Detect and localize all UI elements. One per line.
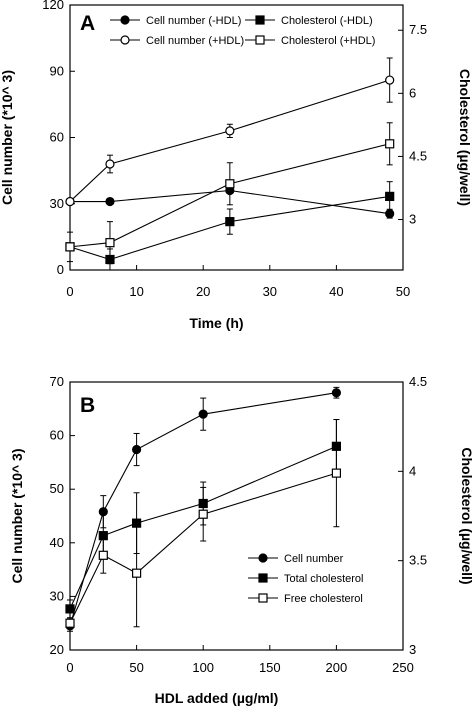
series-cell-number-hdl-point [65,196,75,207]
x-tick-label: 10 [129,284,143,299]
x-tick-label: 30 [263,284,277,299]
y-left-tick-label: 70 [50,374,64,389]
panel-b-chart: 0 50 100 150 200 250 20 30 40 50 60 70 3 3.5 4 4.5 HDL a… [9,374,474,706]
x-tick-label: 200 [326,660,348,675]
y-left-axis-title: Cell number (*10^ 3) [9,449,25,584]
legend-item-total-cholesterol-label: Total cholesterol [284,573,364,585]
y-right-axis-title: Cholesterol (µg/well) [459,447,474,584]
legend-item-cell-number-hdl-label: Cell number (-HDL) [146,15,241,27]
legend-item-cell-number-hdl-label: Cell number (+HDL) [146,35,244,47]
series-cell-number-hdl-line [69,79,390,202]
series-cholesterol-hdl-point [385,191,395,201]
legend-item-cell-number-hdl-marker [120,15,130,25]
y-right-tick-label: 3 [409,642,416,657]
x-tick-label: 20 [196,284,210,299]
panel-a-chart: 0 10 20 30 40 50 0 30 60 90 120 3 4.5 6 7.5 Time (h) Cel… [0,0,473,331]
series-cell-number-hdl-point [385,75,395,85]
x-tick-label: 150 [259,660,281,675]
series-cell-number-hdl-point [105,159,115,169]
series-cholesterol-hdl-point [385,139,395,149]
x-tick-label: 100 [192,660,214,675]
y-right-tick-label: 4.5 [409,374,427,389]
series-cholesterol-hdl-line [69,143,390,248]
plot-frame [69,381,404,651]
legend: Cell number (-HDL) Cell number (+HDL) Chol… [110,15,375,47]
legend-item-cell-number-marker [258,553,268,563]
series-free-cholesterol-point [331,468,341,478]
y-right-tick-label: 7.5 [409,22,427,37]
y-left-tick-label: 90 [50,63,64,78]
y-left-axis-title: Cell number (*10^ 3) [0,70,15,205]
y-left-tick-label: 0 [57,262,64,277]
series-cell-number-point [132,444,142,455]
series-cholesterol-hdl-point [105,238,115,248]
y-left-tick-label: 120 [42,0,64,12]
series-free-cholesterol-point [198,509,208,519]
legend-item-free-cholesterol-marker [258,593,268,603]
y-left-tick-label: 60 [50,428,64,443]
series-cholesterol-hdl-point [65,242,75,252]
y-left-tick-label: 30 [50,588,64,603]
y-right-axis-title: Cholesterol (µg/well) [457,69,473,206]
x-tick-label: 50 [396,284,410,299]
x-tick-label: 0 [66,284,73,299]
legend-item-free-cholesterol-label: Free cholesterol [284,593,363,605]
legend-item-cell-number-hdl-marker [120,35,130,45]
series-free-cholesterol-point [98,550,108,560]
legend-item-cell-number-label: Cell number [284,553,344,565]
legend-item-cholesterol-hdl-label: Cholesterol (-HDL) [281,15,373,27]
series-free-cholesterol-point [65,618,75,628]
y-left-tick-label: 30 [50,196,64,211]
series-cholesterol-hdl-line [69,195,390,261]
y-left-tick-label: 50 [50,481,64,496]
x-tick-label: 40 [329,284,343,299]
legend: Cell number Total cholesterol Free cholest… [248,553,364,605]
series-cell-number-hdl-point [105,196,115,207]
x-tick-label: 250 [392,660,414,675]
y-left-tick-label: 20 [50,642,64,657]
y-left-tick-label: 40 [50,535,64,550]
legend-item-cholesterol-hdl-marker [255,35,265,45]
y-right-tick-label: 4 [409,463,416,478]
series-cholesterol-hdl-point [225,217,235,227]
x-axis-title: HDL added (µg/ml) [155,690,279,706]
panel-letter: B [80,394,95,417]
series-cell-number-point [198,409,208,419]
series-cell-number-hdl-point [225,126,235,136]
legend-item-total-cholesterol-marker [258,573,268,583]
y-right-tick-label: 3 [409,212,416,227]
panel-letter: A [80,12,95,35]
legend-item-cholesterol-hdl-label: Cholesterol (+HDL) [281,35,375,47]
x-axis-title: Time (h) [189,315,243,331]
y-right-tick-label: 3.5 [409,553,427,568]
series-cholesterol-hdl-point [225,179,235,189]
series-cell-number-hdl-line [70,189,390,215]
y-left-tick-label: 60 [50,130,64,145]
legend-item-cholesterol-hdl-marker [255,15,265,25]
series-cell-number-point [331,388,341,398]
y-right-tick-label: 4.5 [409,148,427,163]
x-tick-label: 50 [129,660,143,675]
series-total-cholesterol-point [65,604,75,614]
series-free-cholesterol-point [132,568,142,578]
y-right-tick-label: 6 [409,85,416,100]
x-tick-label: 0 [66,660,73,675]
